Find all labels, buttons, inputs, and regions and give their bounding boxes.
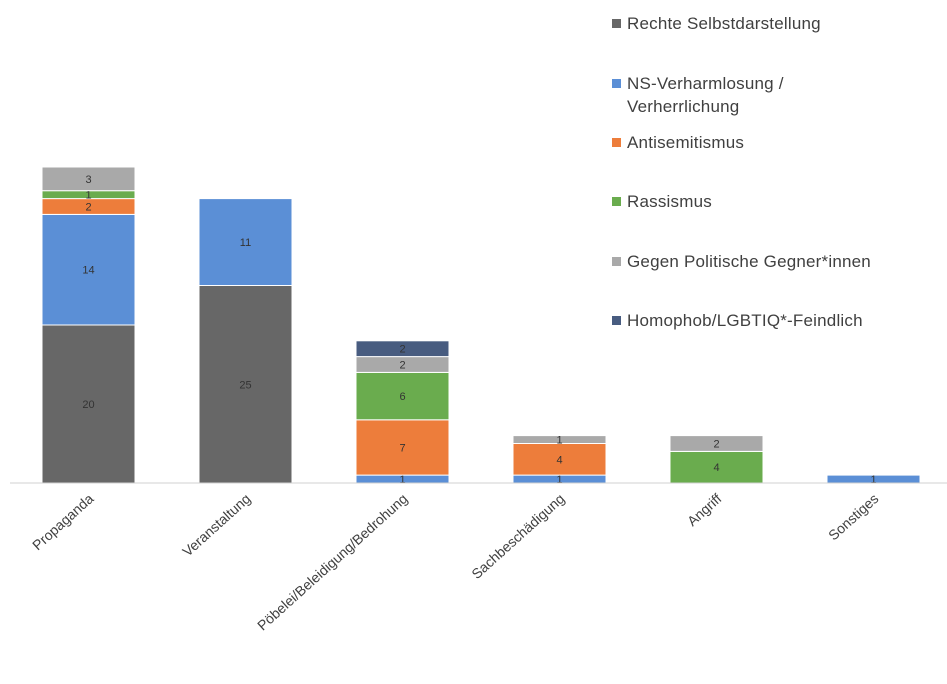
legend-swatch: [612, 316, 621, 325]
legend-label: NS-Verharmlosung / Verherrlichung: [627, 74, 784, 116]
bar-segment: [669, 450, 764, 484]
bar-segment: [512, 435, 607, 445]
legend-item-rechte-selbstdarstellung: Rechte Selbstdarstellung: [612, 12, 947, 35]
bar-segment: [41, 324, 136, 484]
legend-swatch: [612, 19, 621, 28]
bar-segment: [355, 371, 450, 421]
data-label: 14: [82, 265, 94, 277]
data-label: 1: [399, 474, 405, 486]
data-label: 1: [556, 474, 562, 486]
data-label: 2: [85, 202, 91, 214]
bar-segment: [669, 435, 764, 452]
legend-label: Rassismus: [627, 192, 712, 211]
data-label: 2: [399, 344, 405, 356]
data-label: 25: [239, 379, 251, 391]
legend-swatch: [612, 197, 621, 206]
category-label: Angriff: [684, 490, 725, 529]
data-label: 1: [870, 474, 876, 486]
bar-segment: [198, 198, 293, 287]
data-label: 3: [85, 174, 91, 186]
legend-swatch: [612, 79, 621, 88]
legend-swatch: [612, 257, 621, 266]
data-label: 2: [399, 360, 405, 372]
category-label: Propaganda: [29, 490, 97, 553]
legend-item-gegen-politische-gegner: Gegen Politische Gegner*innen: [612, 250, 947, 273]
legend-item-antisemitismus: Antisemitismus: [612, 131, 947, 154]
legend-label: Rechte Selbstdarstellung: [627, 14, 821, 33]
legend: Rechte Selbstdarstellung NS-Verharmlosun…: [612, 0, 947, 340]
legend-label: Antisemitismus: [627, 133, 745, 152]
bar-segment: [355, 419, 450, 476]
bar-segment: [512, 443, 607, 476]
data-label: 1: [556, 435, 562, 447]
category-label: Veranstaltung: [179, 490, 253, 559]
bar-segment: [41, 166, 136, 192]
legend-item-ns-verharmlosung: NS-Verharmlosung / Verherrlichung: [612, 72, 947, 118]
data-label: 4: [556, 454, 562, 466]
category-labels: Propaganda Veranstaltung Pöbelei/Beleidigu…: [29, 490, 881, 633]
category-label: Sonstiges: [825, 490, 881, 543]
bar-segment: [355, 340, 450, 358]
legend-item-homophob: Homophob/LGBTIQ*-Feindlich: [612, 309, 947, 332]
data-label: 7: [399, 442, 405, 454]
data-label: 6: [399, 391, 405, 403]
data-label: 11: [240, 237, 251, 249]
data-label: 1: [85, 190, 91, 202]
legend-item-rassismus: Rassismus: [612, 190, 947, 213]
bar-segment: [41, 213, 136, 326]
category-label: Sachbeschädigung: [468, 490, 567, 582]
legend-swatch: [612, 138, 621, 147]
data-label: 20: [82, 399, 94, 411]
category-label: Pöbelei/Beleidigung/Bedrohung: [254, 490, 410, 633]
legend-label: Gegen Politische Gegner*innen: [627, 252, 871, 271]
legend-label: Homophob/LGBTIQ*-Feindlich: [627, 311, 863, 330]
data-label: 4: [713, 462, 719, 474]
data-label: 2: [713, 439, 719, 451]
